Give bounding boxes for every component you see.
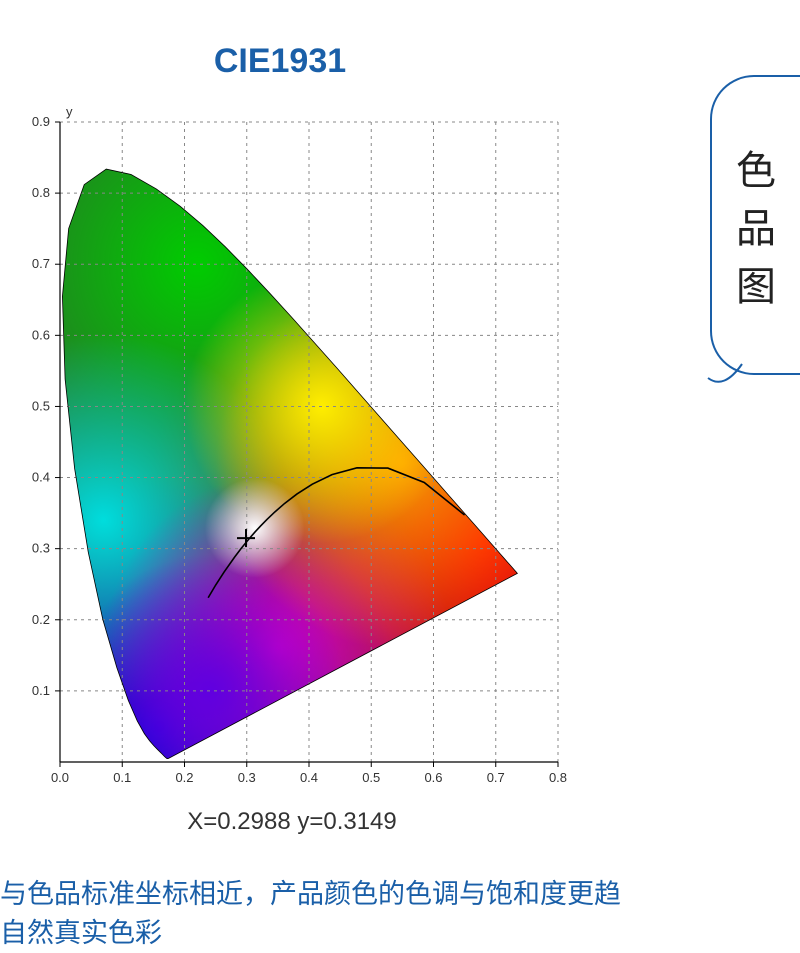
svg-text:0.6: 0.6 [424,770,442,785]
svg-text:0.0: 0.0 [51,770,69,785]
description-text: 与色品标准坐标相近，产品颜色的色调与饱和度更趋自然真实色彩 [0,875,630,953]
svg-text:0.2: 0.2 [175,770,193,785]
cie-chart-svg: 0.0 0.1 0.2 0.3 0.4 0.5 0.6 0.7 0.8 0.1 0.2 0.3 0.4 0… [12,100,572,790]
page-title: CIE1931 [0,42,560,81]
side-tab: 色品图 [710,75,800,375]
svg-text:0.4: 0.4 [32,470,50,485]
side-tab-tail [706,362,746,392]
cie-chart: 0.0 0.1 0.2 0.3 0.4 0.5 0.6 0.7 0.8 0.1 0.2 0.3 0.4 0… [12,100,572,836]
svg-text:0.9: 0.9 [32,114,50,129]
svg-text:0.8: 0.8 [549,770,567,785]
svg-text:y: y [66,104,73,119]
svg-text:0.7: 0.7 [487,770,505,785]
svg-text:0.3: 0.3 [238,770,256,785]
svg-text:0.3: 0.3 [32,541,50,556]
svg-text:0.7: 0.7 [32,256,50,271]
svg-text:0.4: 0.4 [300,770,318,785]
side-tab-char: 品 [736,196,776,254]
svg-text:0.6: 0.6 [32,327,50,342]
coordinate-label: X=0.2988 y=0.3149 [12,808,572,836]
svg-text:0.1: 0.1 [32,683,50,698]
svg-text:0.2: 0.2 [32,612,50,627]
svg-text:0.1: 0.1 [113,770,131,785]
side-tab-char: 图 [736,254,776,312]
side-tab-char: 色 [736,138,776,196]
svg-text:0.5: 0.5 [32,398,50,413]
svg-text:0.5: 0.5 [362,770,380,785]
svg-text:0.8: 0.8 [32,185,50,200]
